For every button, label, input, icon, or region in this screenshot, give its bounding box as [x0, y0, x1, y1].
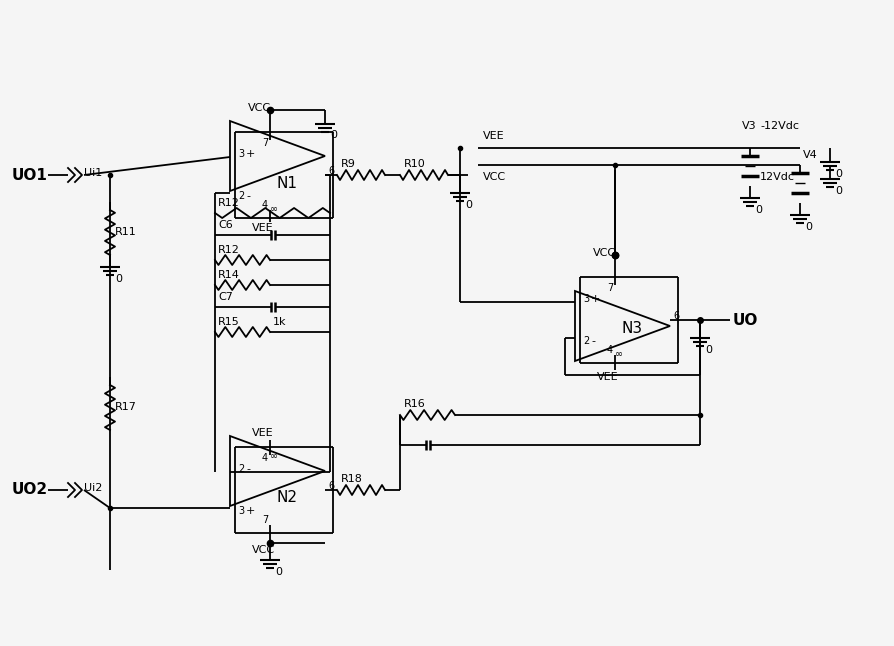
Text: R14: R14 — [218, 270, 240, 280]
Text: 4: 4 — [262, 200, 268, 210]
Text: 6: 6 — [328, 481, 334, 491]
Text: 4: 4 — [262, 453, 268, 463]
Text: +: + — [246, 149, 256, 159]
Text: C6: C6 — [218, 220, 232, 230]
Text: 0: 0 — [115, 274, 122, 284]
Text: 6: 6 — [673, 311, 679, 321]
Text: 7: 7 — [262, 515, 268, 525]
Text: +: + — [591, 294, 601, 304]
Text: 0: 0 — [835, 186, 842, 196]
Text: R9: R9 — [341, 159, 356, 169]
Text: UO: UO — [733, 313, 758, 328]
Text: 3: 3 — [238, 149, 244, 159]
Text: +: + — [246, 506, 256, 516]
Text: 0: 0 — [330, 130, 337, 140]
Text: 7: 7 — [262, 138, 268, 148]
Text: -: - — [246, 464, 250, 474]
Text: R11: R11 — [115, 227, 137, 237]
Text: R18: R18 — [341, 474, 363, 484]
Text: 6: 6 — [328, 166, 334, 176]
Text: N3: N3 — [621, 320, 643, 335]
Text: VEE: VEE — [597, 372, 619, 382]
Text: -12Vdc: -12Vdc — [760, 121, 799, 131]
Text: 2: 2 — [583, 336, 589, 346]
Text: VEE: VEE — [252, 428, 274, 438]
Text: 0: 0 — [805, 222, 812, 232]
Text: R12: R12 — [218, 198, 240, 208]
Text: 2: 2 — [238, 464, 244, 474]
Text: ∞: ∞ — [615, 349, 623, 359]
Text: 7: 7 — [607, 283, 613, 293]
Text: 1k: 1k — [273, 317, 286, 327]
Text: 4: 4 — [607, 345, 613, 355]
Text: VEE: VEE — [252, 223, 274, 233]
Text: -: - — [246, 191, 250, 201]
Text: V4: V4 — [803, 150, 818, 160]
Text: V3: V3 — [742, 121, 756, 131]
Text: 0: 0 — [465, 200, 472, 210]
Text: VEE: VEE — [483, 131, 504, 141]
Text: N1: N1 — [276, 176, 298, 191]
Text: 3: 3 — [238, 506, 244, 516]
Text: VCC: VCC — [252, 545, 275, 555]
Text: Ui1: Ui1 — [84, 168, 102, 178]
Text: UO1: UO1 — [12, 167, 48, 183]
Text: R10: R10 — [404, 159, 426, 169]
Text: UO2: UO2 — [12, 483, 48, 497]
Text: 0: 0 — [705, 345, 712, 355]
Text: 0: 0 — [755, 205, 762, 215]
Text: 3: 3 — [583, 294, 589, 304]
Text: 2: 2 — [238, 191, 244, 201]
Text: ∞: ∞ — [270, 451, 278, 461]
Text: R16: R16 — [404, 399, 426, 409]
Text: R12: R12 — [218, 245, 240, 255]
Text: 12Vdc: 12Vdc — [760, 172, 795, 182]
Text: C7: C7 — [218, 292, 232, 302]
Text: -: - — [591, 336, 595, 346]
Text: VCC: VCC — [483, 172, 506, 182]
Text: 0: 0 — [835, 169, 842, 179]
Text: R17: R17 — [115, 402, 137, 412]
Text: 0: 0 — [275, 567, 282, 577]
Text: ∞: ∞ — [270, 204, 278, 214]
Text: N2: N2 — [276, 490, 298, 506]
Text: R15: R15 — [218, 317, 240, 327]
Text: VCC: VCC — [248, 103, 271, 113]
Text: Ui2: Ui2 — [84, 483, 103, 493]
Text: VCC: VCC — [593, 248, 616, 258]
